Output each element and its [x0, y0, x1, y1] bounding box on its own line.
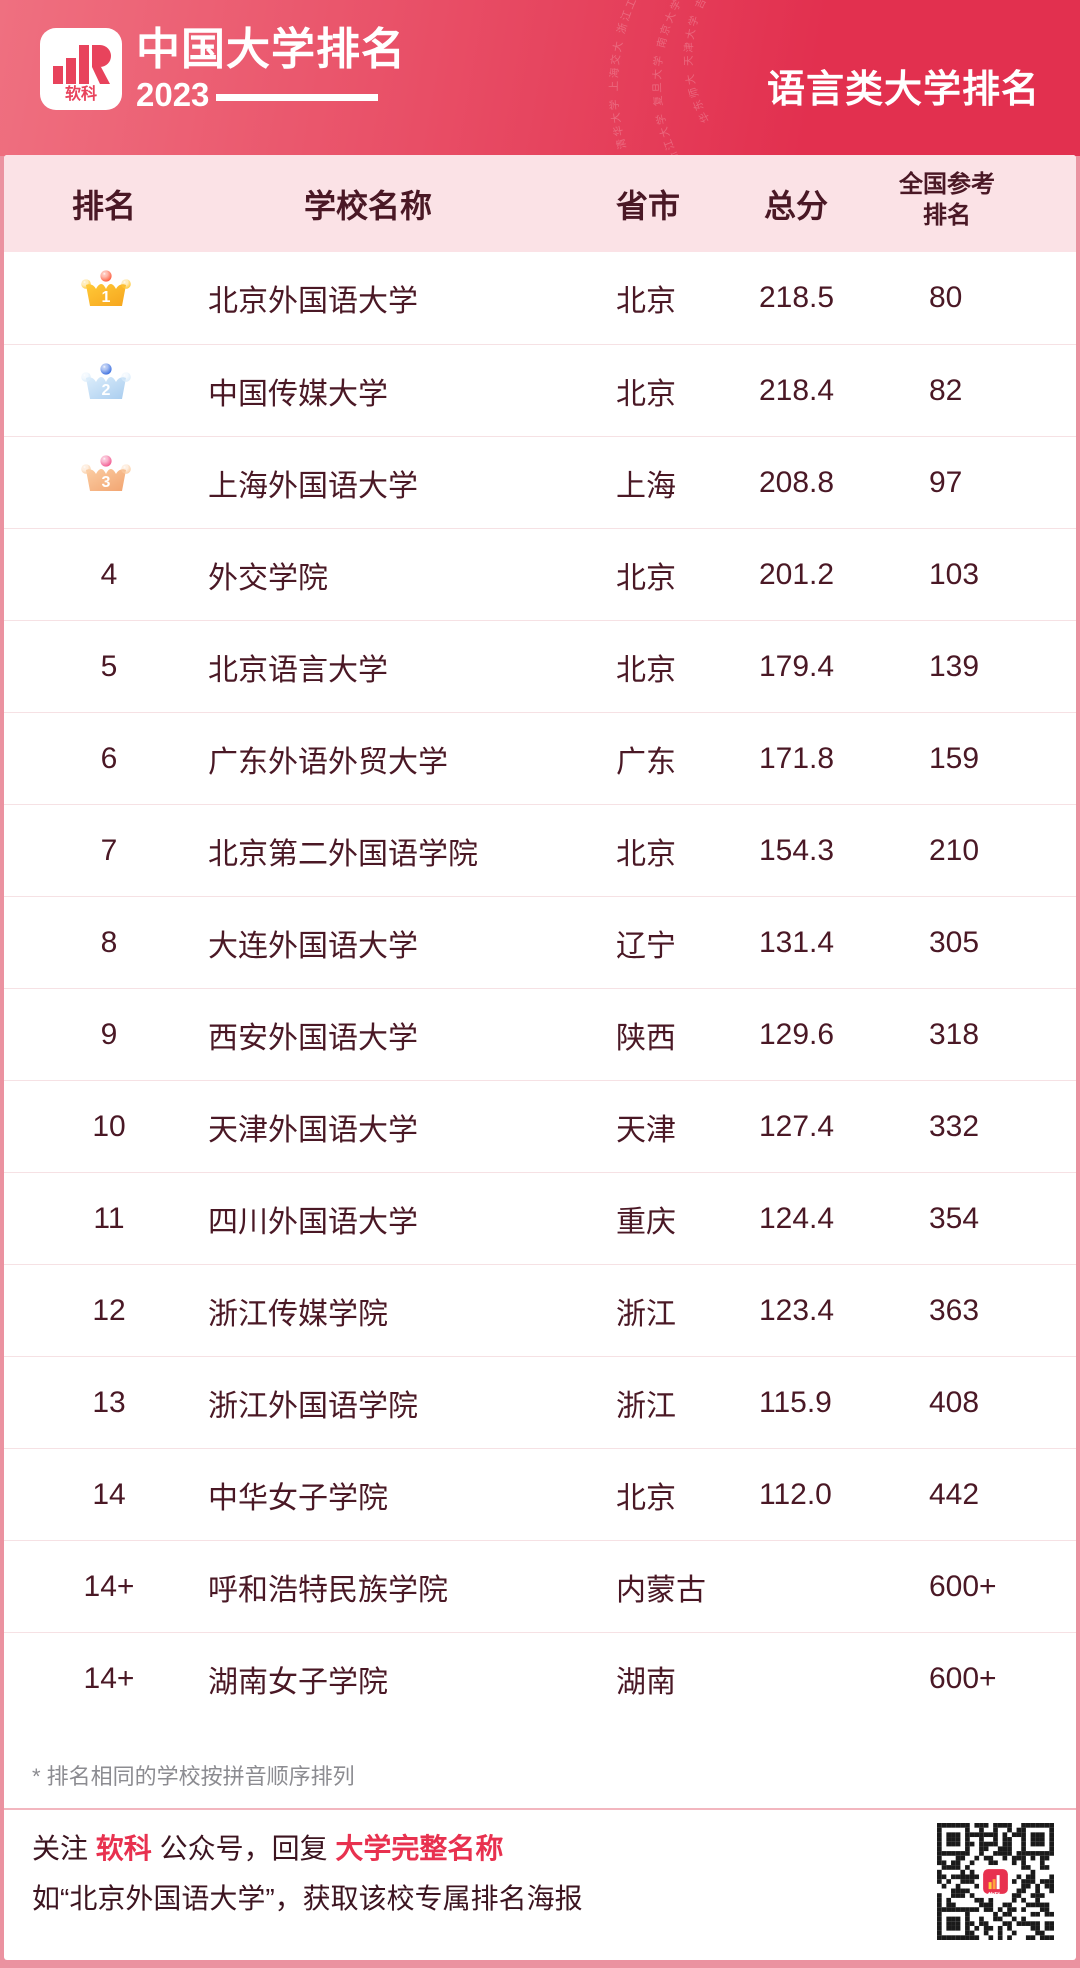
svg-text:软科: 软科 — [988, 1892, 1001, 1900]
svg-text:2: 2 — [102, 382, 111, 399]
svg-text:软科: 软科 — [65, 84, 97, 103]
svg-text:3: 3 — [102, 474, 111, 491]
svg-text:1: 1 — [102, 289, 111, 306]
